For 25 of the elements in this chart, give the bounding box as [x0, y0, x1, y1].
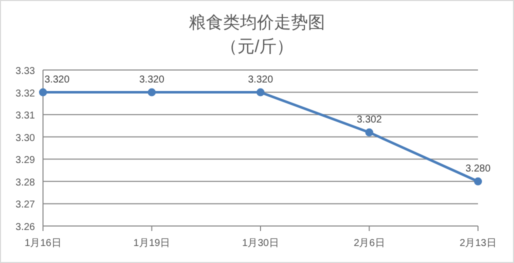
point: [474, 177, 482, 186]
data-label: 3.320: [248, 74, 274, 86]
y-tick-label: 3.32: [16, 88, 36, 100]
y-tick-label: 3.28: [16, 177, 36, 188]
x-tick-label: 1月30日: [242, 238, 279, 249]
chart-title: 粮食类均价走势图: [189, 13, 325, 32]
y-tick-label: 3.26: [16, 222, 36, 233]
point: [148, 88, 156, 96]
y-tick-label: 3.33: [16, 66, 36, 77]
x-tick-label: 1月19日: [133, 238, 170, 249]
point: [365, 128, 374, 136]
x-tick-label: 2月6日: [354, 238, 385, 249]
data-label: 3.320: [139, 74, 165, 86]
x-tick-label: 1月16日: [24, 238, 62, 249]
y-tick-label: 3.29: [16, 155, 36, 166]
x-tick-label: 2月13日: [460, 238, 496, 249]
chart-subtitle: （元/斤）: [220, 37, 294, 56]
point: [39, 88, 47, 96]
data-label: 3.320: [44, 74, 70, 86]
y-tick-label: 3.27: [16, 200, 36, 211]
point: [256, 88, 264, 96]
data-label: 3.302: [356, 114, 382, 126]
y-tick-label: 3.30: [16, 132, 36, 144]
y-tick-label: 3.31: [16, 110, 36, 122]
data-label: 3.280: [465, 163, 491, 174]
